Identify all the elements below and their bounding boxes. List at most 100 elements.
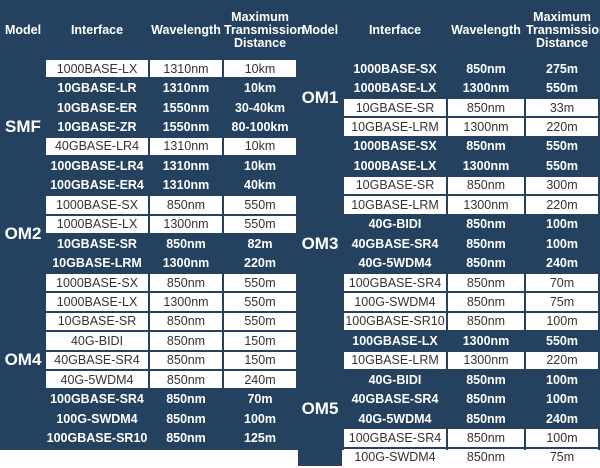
distance-cell: 550m bbox=[224, 293, 296, 311]
distance-cell: 40km bbox=[224, 176, 296, 195]
distance-cell: 550m bbox=[526, 137, 598, 156]
distance-cell: 550m bbox=[224, 196, 296, 214]
table-row: 10GBASE-LR 1310nm 10km bbox=[2, 79, 296, 97]
interface-cell: 100GBASE-SR4 bbox=[344, 273, 446, 292]
header-distance-line1: Maximum bbox=[533, 9, 591, 24]
distance-cell: 80-100km bbox=[224, 118, 296, 136]
interface-cell: 100GBASE-SR10 bbox=[46, 429, 148, 447]
distance-cell: 100m bbox=[526, 390, 598, 408]
model-cell: OM4 bbox=[2, 273, 44, 447]
interface-cell: 1000BASE-LX bbox=[46, 215, 148, 233]
distance-cell: 240m bbox=[526, 409, 598, 428]
interface-cell: 40G-5WDM4 bbox=[46, 371, 148, 389]
table-row: 40G-BIDI 850nm 100m bbox=[298, 215, 598, 233]
table-row: 10GBASE-LRM 1300nm 220m bbox=[2, 254, 296, 272]
table-row: 1000BASE-LX 1300nm 550m bbox=[298, 157, 598, 175]
table-row: 100GBASE-SR4 850nm 70m bbox=[298, 273, 598, 292]
interface-cell: 1000BASE-LX bbox=[46, 60, 148, 78]
distance-cell: 550m bbox=[526, 157, 598, 175]
distance-cell: 33m bbox=[526, 98, 598, 117]
wavelength-cell: 1310nm bbox=[150, 157, 222, 175]
table-row: 10GBASE-SR 850nm 550m bbox=[2, 312, 296, 331]
interface-cell: 1000BASE-LX bbox=[46, 293, 148, 311]
interface-cell: 100GBASE-ER4 bbox=[46, 176, 148, 195]
wavelength-cell: 850nm bbox=[150, 351, 222, 369]
distance-cell: 275m bbox=[526, 60, 598, 78]
wavelength-cell: 850nm bbox=[150, 409, 222, 428]
wavelength-cell: 850nm bbox=[448, 137, 524, 156]
interface-cell: 100GBASE-SR4 bbox=[344, 429, 446, 447]
table-row: 10GBASE-SR 850nm 300m bbox=[298, 176, 598, 195]
table-row: 10GBASE-LRM 1300nm 220m bbox=[298, 118, 598, 136]
distance-cell: 100m bbox=[526, 312, 598, 331]
table-row: 40G-5WDM4 850nm 240m bbox=[298, 254, 598, 272]
left-table: Model Interface Wavelength Maximum Transm… bbox=[0, 0, 305, 449]
distance-cell: 220m bbox=[526, 196, 598, 214]
distance-cell: 125m bbox=[224, 429, 296, 447]
table-row: 100GBASE-SR4 850nm 70m bbox=[2, 390, 296, 408]
interface-cell: 40G-BIDI bbox=[46, 332, 148, 350]
interface-cell: 40GBASE-SR4 bbox=[46, 351, 148, 369]
distance-cell: 100m bbox=[526, 429, 598, 447]
interface-cell: 100G-SWDM4 bbox=[46, 409, 148, 428]
interface-cell: 10GBASE-ZR bbox=[46, 118, 148, 136]
table-row: 10GBASE-SR 850nm 33m bbox=[298, 98, 598, 117]
model-cell: SMF bbox=[2, 60, 44, 195]
table-row: 40G-5WDM4 850nm 240m bbox=[298, 409, 598, 428]
interface-cell: 10GBASE-LRM bbox=[344, 351, 446, 369]
header-distance-line1: Maximum bbox=[231, 9, 289, 24]
distance-cell: 300m bbox=[526, 176, 598, 195]
interface-cell: 10GBASE-LRM bbox=[344, 196, 446, 214]
header-model: Model bbox=[301, 22, 339, 37]
right-table: Model Interface Wavelength Maximum Transm… bbox=[296, 0, 600, 468]
distance-cell: 10km bbox=[224, 79, 296, 97]
table-row: 100GBASE-ER4 1310nm 40km bbox=[2, 176, 296, 195]
interface-cell: 10GBASE-SR bbox=[344, 98, 446, 117]
distance-cell: 220m bbox=[526, 351, 598, 369]
distance-cell: 550m bbox=[526, 332, 598, 350]
interface-cell: 40G-5WDM4 bbox=[344, 409, 446, 428]
wavelength-cell: 850nm bbox=[150, 312, 222, 331]
wavelength-cell: 1300nm bbox=[448, 157, 524, 175]
interface-cell: 40GBASE-SR4 bbox=[344, 234, 446, 253]
wavelength-cell: 1300nm bbox=[448, 118, 524, 136]
table-row: SMF 1000BASE-LX 1310nm 10km bbox=[2, 60, 296, 195]
table-row: 40GBASE-SR4 850nm 100m bbox=[298, 390, 598, 408]
interface-cell: 40GBASE-LR4 bbox=[46, 137, 148, 156]
wavelength-cell: 850nm bbox=[448, 293, 524, 311]
distance-cell: 150m bbox=[224, 332, 296, 350]
wavelength-cell: 1300nm bbox=[150, 215, 222, 233]
table-row: 100G-SWDM4 850nm 75m bbox=[298, 448, 598, 467]
table-row: 10GBASE-LRM 1300nm 220m bbox=[298, 196, 598, 214]
wavelength-cell: 850nm bbox=[150, 332, 222, 350]
interface-cell: 100GBASE-SR4 bbox=[46, 390, 148, 408]
table-row: 10GBASE-ER 1550nm 30-40km bbox=[2, 98, 296, 117]
wavelength-cell: 850nm bbox=[448, 312, 524, 331]
distance-cell: 550m bbox=[224, 273, 296, 292]
wavelength-cell: 1310nm bbox=[150, 176, 222, 195]
table-row: 40GBASE-SR4 850nm 100m bbox=[298, 234, 598, 253]
wavelength-cell: 850nm bbox=[150, 429, 222, 447]
distance-cell: 220m bbox=[224, 254, 296, 272]
interface-cell: 40G-5WDM4 bbox=[344, 254, 446, 272]
table-row: 40GBASE-LR4 1310nm 10km bbox=[2, 137, 296, 156]
table-row: 100G-SWDM4 850nm 75m bbox=[298, 293, 598, 311]
interface-cell: 40GBASE-SR4 bbox=[344, 390, 446, 408]
interface-cell: 10GBASE-LRM bbox=[46, 254, 148, 272]
wavelength-cell: 850nm bbox=[448, 429, 524, 447]
interface-cell: 1000BASE-LX bbox=[344, 79, 446, 97]
table-row: OM5 10GBASE-LRM 1300nm 220m bbox=[298, 351, 598, 467]
table-row: OM4 1000BASE-SX 850nm 550m bbox=[2, 273, 296, 447]
table-row: 100GBASE-LX 1300nm 550m bbox=[298, 332, 598, 350]
header-distance: Maximum Transmission Distance bbox=[526, 2, 600, 58]
model-cell: OM2 bbox=[2, 196, 44, 272]
distance-cell: 240m bbox=[224, 371, 296, 389]
header-wavelength: Wavelength bbox=[451, 22, 521, 37]
interface-cell: 1000BASE-SX bbox=[46, 196, 148, 214]
distance-cell: 220m bbox=[526, 118, 598, 136]
interface-cell: 1000BASE-SX bbox=[344, 60, 446, 78]
wavelength-cell: 1310nm bbox=[150, 60, 222, 78]
table-row: 100GBASE-SR10 850nm 100m bbox=[298, 312, 598, 331]
distance-cell: 70m bbox=[526, 273, 598, 292]
table-row: 1000BASE-LX 1300nm 550m bbox=[298, 79, 598, 97]
